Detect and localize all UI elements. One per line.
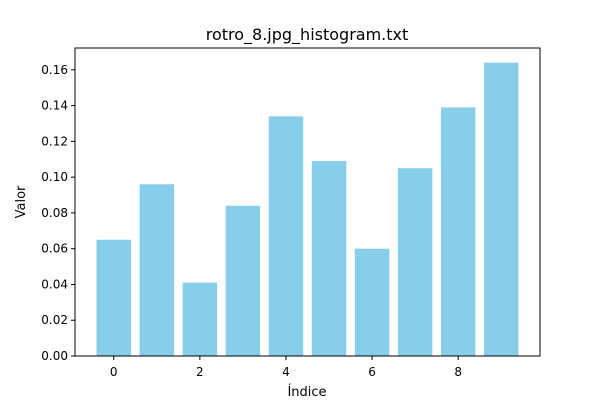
x-tick-label: 2 [196, 365, 204, 379]
y-tick-label: 0.16 [41, 63, 68, 77]
y-tick-label: 0.00 [41, 349, 68, 363]
y-tick-label: 0.02 [41, 313, 68, 327]
bar-0 [96, 239, 131, 356]
x-tick-label: 4 [282, 365, 290, 379]
x-axis-label: Índice [287, 384, 326, 400]
y-tick-label: 0.14 [41, 99, 68, 113]
bar-7 [397, 168, 433, 356]
bar-1 [139, 184, 175, 356]
x-tick-label: 8 [454, 365, 462, 379]
y-axis: 0.00 0.02 0.04 0.06 0.08 0.10 0.12 0.14 0.16 [41, 63, 75, 363]
bar-6 [354, 248, 390, 356]
plot-frame [74, 47, 541, 357]
bar-9 [484, 62, 519, 357]
x-tick-label: 6 [368, 365, 376, 379]
bar-2 [182, 282, 218, 356]
y-tick-label: 0.10 [41, 170, 68, 184]
bar-8 [440, 107, 476, 356]
bar-3 [225, 205, 261, 356]
bar-4 [268, 116, 304, 357]
y-axis-label: Valor [14, 185, 29, 218]
bar-5 [311, 161, 347, 356]
y-tick-label: 0.08 [41, 206, 68, 220]
chart-title: rotro_8.jpg_histogram.txt [206, 25, 409, 45]
y-tick-label: 0.06 [41, 242, 68, 256]
bars-group [96, 62, 519, 357]
y-tick-label: 0.04 [41, 277, 68, 291]
x-axis: 0 2 4 6 8 [110, 356, 462, 379]
y-tick-label: 0.12 [41, 134, 68, 148]
x-tick-label: 0 [110, 365, 118, 379]
